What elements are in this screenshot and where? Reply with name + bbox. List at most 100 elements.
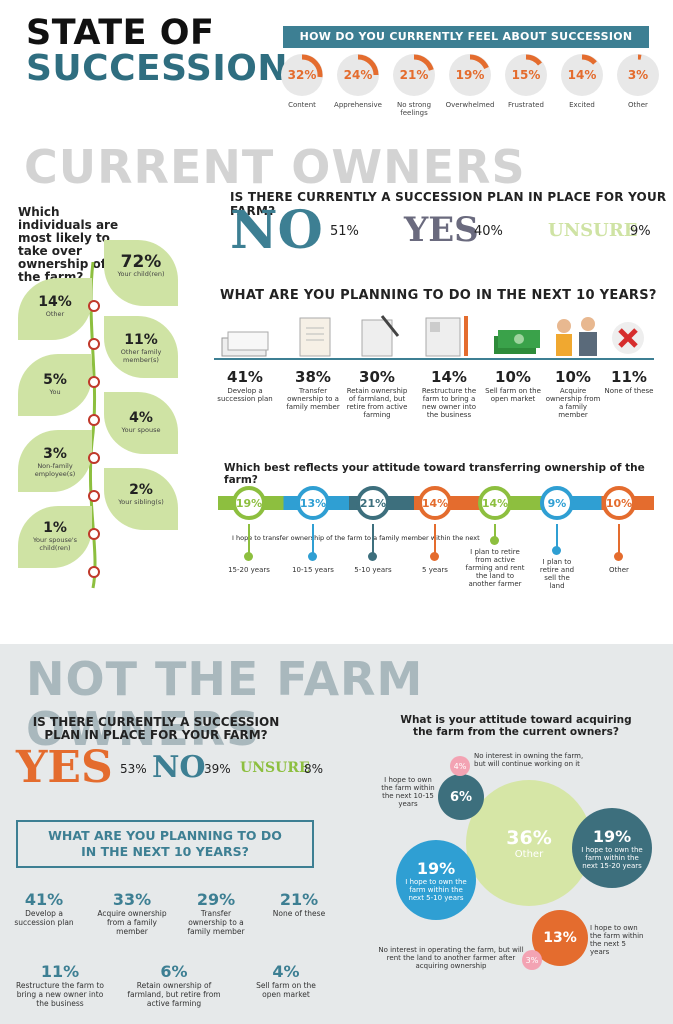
- np-pct: 41%: [24, 890, 64, 909]
- np-item: 6% Retain ownership of farmland, but reti…: [124, 962, 224, 1008]
- next10-label: Retain ownership of farmland, but retire…: [346, 387, 408, 419]
- bubble-pct: 36%: [506, 826, 552, 849]
- takeover-pct: 14%: [38, 294, 72, 310]
- feelings-question: HOW DO YOU CURRENTLY FEEL ABOUT SUCCESSI…: [283, 26, 649, 65]
- np-label: Transfer ownership to a family member: [187, 909, 245, 936]
- attitude-stem: [434, 524, 436, 554]
- feeling-ring: 21%: [393, 54, 435, 96]
- next10-item: 10% Acquire ownership from a family membe…: [544, 368, 602, 419]
- vine-node: [88, 338, 100, 350]
- not-owners-plan-question: IS THERE CURRENTLY A SUCCESSION PLAN IN …: [32, 715, 280, 742]
- bubble-label: Other: [514, 848, 544, 860]
- feeling-label: Apprehensive: [334, 101, 382, 109]
- takeover-pct: 1%: [43, 520, 67, 536]
- not-owners-unsure-word: UNSURE: [240, 760, 310, 776]
- attitude-circle: 21%: [356, 486, 390, 520]
- bubble-caption: No interest in owning the farm, but will…: [474, 752, 584, 768]
- takeover-label: Your child(ren): [117, 270, 165, 278]
- np-pct: 33%: [112, 890, 152, 909]
- current-plan-question: IS THERE CURRENTLY A SUCCESSION PLAN IN …: [230, 190, 667, 218]
- attitude-circle: 13%: [296, 486, 330, 520]
- bubble-pct: 13%: [543, 930, 577, 946]
- feeling-pct: 14%: [567, 68, 597, 82]
- vine-stem: [89, 262, 97, 589]
- takeover-label: Your spouse's child(ren): [32, 536, 78, 552]
- np-item: 11% Restructure the farm to bring a new o…: [10, 962, 110, 1008]
- np-item: 4% Sell farm on the open market: [246, 962, 326, 999]
- next10-pct: 10%: [495, 368, 531, 386]
- np-pct: 11%: [40, 962, 80, 981]
- attitude-circle: 14%: [478, 486, 512, 520]
- attitude-dot: [614, 552, 623, 561]
- vine-node: [88, 376, 100, 388]
- np-label: Restructure the farm to bring a new owne…: [15, 981, 104, 1008]
- takeover-label: Your sibling(s): [118, 498, 164, 506]
- feeling-item: 3% Other: [612, 54, 664, 109]
- feeling-item: 24% Apprehensive: [332, 54, 384, 109]
- ring-arc-icon: [301, 54, 323, 78]
- attitude-stem: [618, 524, 620, 554]
- attitude-stem: [248, 524, 250, 554]
- attitude-label: I plan to retire and sell the land: [539, 558, 575, 590]
- takeover-leaf: 2% Your sibling(s): [104, 468, 178, 530]
- bubble-label: I hope to own the farm within the next 1…: [581, 845, 643, 870]
- np-pct: 21%: [279, 890, 319, 909]
- takeover-label: Non-family employee(s): [34, 462, 76, 478]
- feeling-label: Other: [628, 101, 648, 109]
- np-label: Develop a succession plan: [14, 909, 74, 927]
- bubble-caption: No interest in operating the farm, but w…: [378, 946, 524, 970]
- takeover-pct: 5%: [43, 372, 67, 388]
- next10-item: 10% Sell farm on the open market: [484, 368, 542, 403]
- takeover-pct: 2%: [129, 482, 153, 498]
- np-pct: 4%: [272, 962, 300, 981]
- feeling-ring: 24%: [337, 54, 379, 96]
- feeling-ring: 14%: [561, 54, 603, 96]
- feeling-pct: 3%: [627, 68, 649, 82]
- attitude-circle: 19%: [232, 486, 266, 520]
- next10-label: Acquire ownership from a family member: [545, 387, 601, 419]
- next10-pct: 11%: [611, 368, 647, 386]
- feeling-pct: 32%: [287, 68, 317, 82]
- attitude-stem: [556, 524, 558, 548]
- np-item: 41% Develop a succession plan: [8, 890, 80, 927]
- vine-node: [88, 300, 100, 312]
- feeling-label: Content: [288, 101, 316, 109]
- np-item: 29% Transfer ownership to a family member: [184, 890, 248, 936]
- np-item: 21% None of these: [264, 890, 334, 918]
- current-unsure-word: UNSURE: [548, 220, 638, 241]
- ring-arc-icon: [413, 54, 434, 71]
- bubble-10-15: 6%: [438, 774, 484, 820]
- next10-item: 14% Restructure the farm to bring a new o…: [416, 368, 482, 419]
- np-label: Retain ownership of farmland, but retire…: [127, 981, 221, 1008]
- feeling-label: Frustrated: [508, 101, 544, 109]
- np-pct: 29%: [196, 890, 236, 909]
- not-owners-no-pct: 39%: [204, 762, 231, 776]
- np-label: Acquire ownership from a family member: [97, 909, 167, 936]
- next10-label: None of these: [604, 387, 654, 395]
- np-label: Sell farm on the open market: [256, 981, 316, 999]
- not-owners-yes-word: YES: [16, 742, 113, 793]
- bubble-15-20: 19% I hope to own the farm within the nex…: [572, 808, 652, 888]
- bubble-pct: 19%: [592, 826, 632, 846]
- np-label: None of these: [272, 909, 326, 918]
- bubble-pct: 6%: [449, 789, 473, 805]
- takeover-leaf: 72% Your child(ren): [104, 240, 178, 306]
- next10-item: 30% Retain ownership of farmland, but ret…: [346, 368, 408, 419]
- attitude-label: 15-20 years: [228, 566, 270, 574]
- feeling-item: 14% Excited: [556, 54, 608, 109]
- takeover-label: You: [49, 388, 61, 396]
- takeover-label: Your spouse: [121, 426, 161, 434]
- feeling-pct: 19%: [455, 68, 485, 82]
- next10-pct: 30%: [359, 368, 395, 386]
- feeling-item: 19% Overwhelmed: [444, 54, 496, 109]
- feeling-pct: 24%: [343, 68, 373, 82]
- feeling-label: No strong feelings: [396, 101, 432, 117]
- bubble-caption: I hope to own the farm within the next 5…: [590, 924, 644, 956]
- current-yes-word: YES: [404, 210, 479, 250]
- np-item: 33% Acquire ownership from a family membe…: [94, 890, 170, 936]
- takeover-pct: 4%: [129, 410, 153, 426]
- current-no-pct: 51%: [330, 224, 359, 239]
- takeover-pct: 72%: [120, 252, 162, 272]
- ring-arc-icon: [637, 54, 642, 60]
- takeover-leaf: 4% Your spouse: [104, 392, 178, 454]
